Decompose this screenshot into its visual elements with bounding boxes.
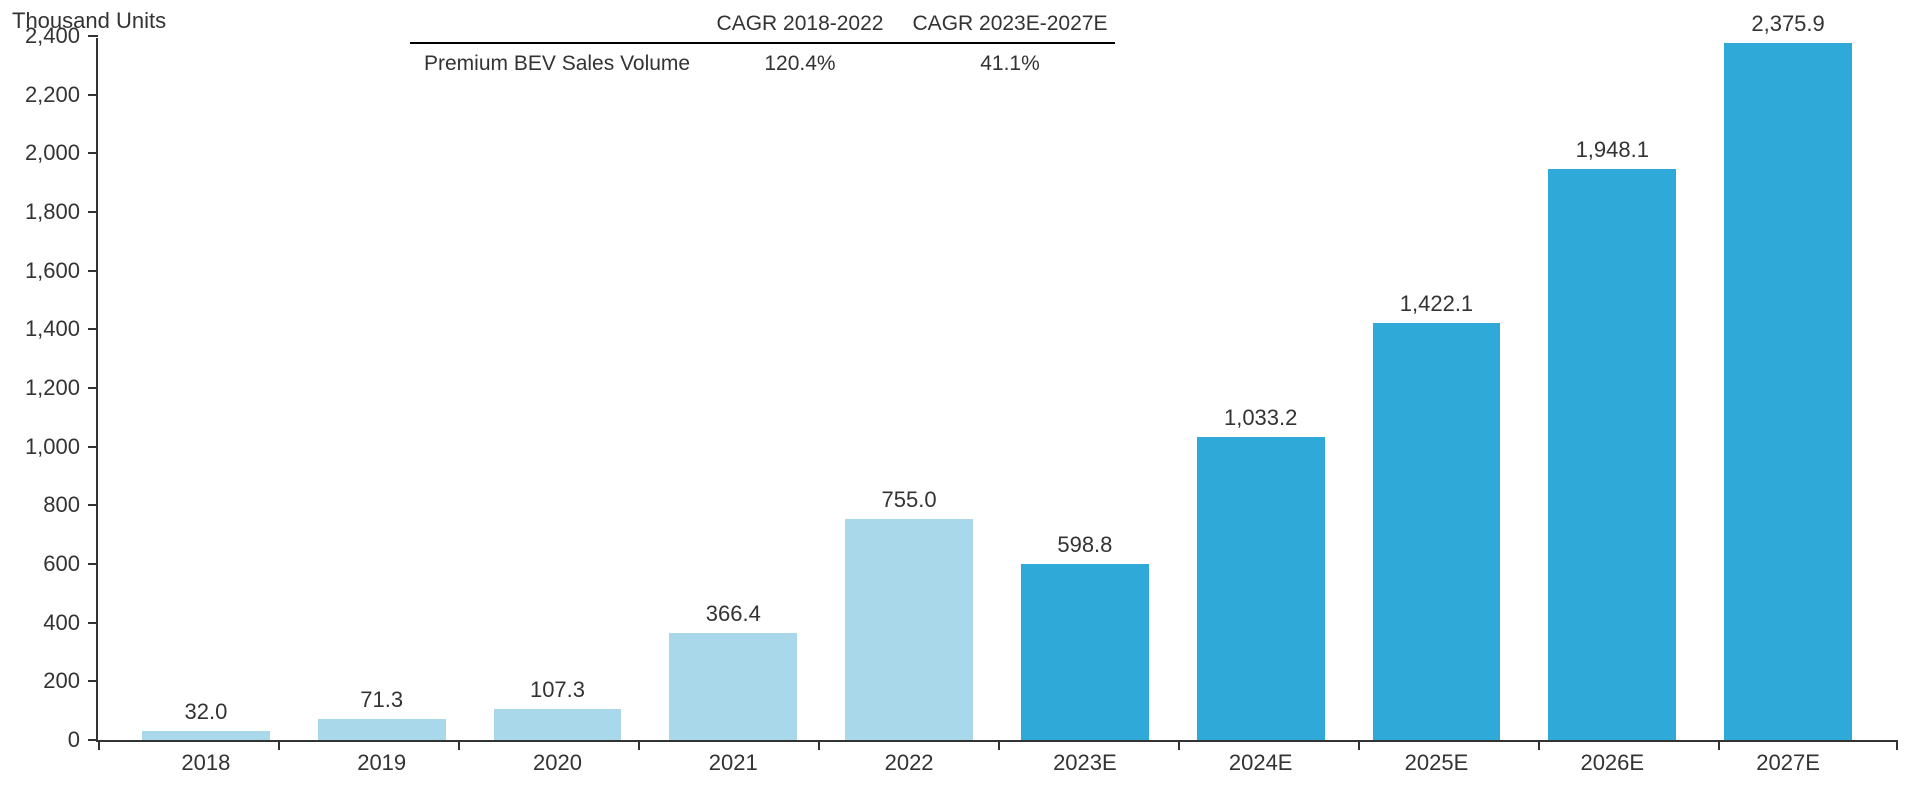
bar-value-label: 2,375.9 [1751, 11, 1824, 37]
cagr-spacer [410, 12, 695, 36]
bars-container: 32.02018 71.32019 107.32020 366.42021 755.02… [98, 38, 1896, 740]
y-axis-label: 1,400 [18, 316, 80, 342]
y-tick [88, 35, 98, 37]
y-tick [88, 387, 98, 389]
bar [318, 719, 446, 740]
x-axis-label: 2025E [1405, 750, 1469, 776]
x-axis-label: 2021 [709, 750, 758, 776]
y-tick [88, 739, 98, 741]
x-tick [1178, 740, 1180, 750]
x-tick [1358, 740, 1360, 750]
bar-group: 755.02022 [845, 487, 973, 740]
y-axis-label: 2,400 [18, 23, 80, 49]
y-axis-label: 1,200 [18, 375, 80, 401]
bar [1724, 43, 1852, 740]
bar-value-label: 755.0 [882, 487, 937, 513]
y-tick [88, 680, 98, 682]
x-tick [1718, 740, 1720, 750]
bar [669, 633, 797, 740]
x-tick [998, 740, 1000, 750]
y-axis-label: 800 [18, 492, 80, 518]
bar-value-label: 366.4 [706, 601, 761, 627]
bar-group: 32.02018 [142, 699, 270, 740]
chart-area: 32.02018 71.32019 107.32020 366.42021 755.02… [96, 38, 1896, 742]
y-axis-label: 0 [18, 727, 80, 753]
bar-group: 2,375.92027E [1724, 11, 1852, 740]
bar-value-label: 71.3 [360, 687, 403, 713]
bar-group: 71.32019 [318, 687, 446, 740]
x-axis-label: 2019 [357, 750, 406, 776]
bar-group: 1,422.12025E [1373, 291, 1501, 740]
cagr-header-2: CAGR 2023E-2027E [905, 12, 1115, 36]
x-tick [818, 740, 820, 750]
x-tick [278, 740, 280, 750]
y-tick [88, 211, 98, 213]
y-axis-label: 200 [18, 668, 80, 694]
y-tick [88, 446, 98, 448]
bar [1021, 564, 1149, 740]
x-axis-label: 2022 [885, 750, 934, 776]
bar-value-label: 598.8 [1057, 532, 1112, 558]
bar [845, 519, 973, 740]
y-axis-label: 1,000 [18, 434, 80, 460]
x-axis-label: 2020 [533, 750, 582, 776]
bar-group: 1,948.12026E [1548, 137, 1676, 740]
y-tick [88, 152, 98, 154]
bar-value-label: 1,948.1 [1576, 137, 1649, 163]
x-tick [1896, 740, 1898, 750]
bar-group: 598.82023E [1021, 532, 1149, 740]
y-tick [88, 270, 98, 272]
x-axis-label: 2018 [181, 750, 230, 776]
y-axis-label: 600 [18, 551, 80, 577]
x-tick [638, 740, 640, 750]
y-axis-label: 1,800 [18, 199, 80, 225]
y-tick [88, 94, 98, 96]
x-axis-label: 2024E [1229, 750, 1293, 776]
y-tick [88, 504, 98, 506]
bar-value-label: 1,422.1 [1400, 291, 1473, 317]
y-axis-label: 400 [18, 610, 80, 636]
y-axis-label: 1,600 [18, 258, 80, 284]
bar-value-label: 32.0 [184, 699, 227, 725]
bar [1197, 437, 1325, 740]
y-tick [88, 622, 98, 624]
bar [494, 709, 622, 740]
y-tick [88, 328, 98, 330]
x-axis-label: 2023E [1053, 750, 1117, 776]
bar-value-label: 107.3 [530, 677, 585, 703]
x-tick [98, 740, 100, 750]
bar-group: 1,033.22024E [1197, 405, 1325, 740]
bar [1548, 169, 1676, 740]
x-axis-label: 2027E [1756, 750, 1820, 776]
bar-group: 107.32020 [494, 677, 622, 740]
bar [142, 731, 270, 740]
bar-value-label: 1,033.2 [1224, 405, 1297, 431]
bar-group: 366.42021 [669, 601, 797, 740]
cagr-header-1: CAGR 2018-2022 [695, 12, 905, 36]
y-axis-label: 2,200 [18, 82, 80, 108]
x-tick [458, 740, 460, 750]
x-axis-label: 2026E [1580, 750, 1644, 776]
bar [1373, 323, 1501, 740]
x-tick [1538, 740, 1540, 750]
y-axis-label: 2,000 [18, 140, 80, 166]
y-tick [88, 563, 98, 565]
